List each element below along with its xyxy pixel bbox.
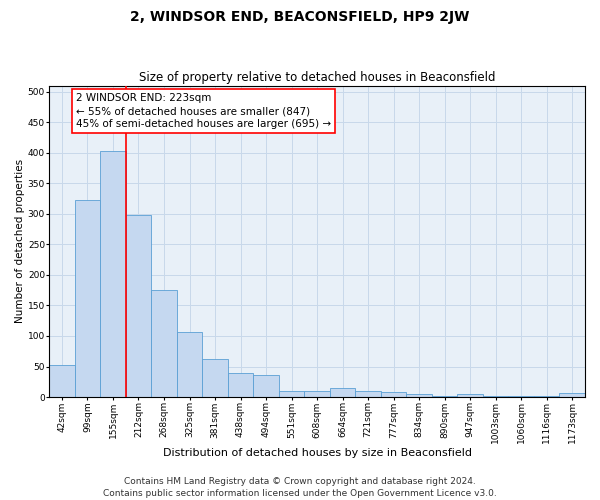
Bar <box>228 372 253 397</box>
Bar <box>279 391 304 397</box>
Bar <box>483 396 508 397</box>
Text: 2, WINDSOR END, BEACONSFIELD, HP9 2JW: 2, WINDSOR END, BEACONSFIELD, HP9 2JW <box>130 10 470 24</box>
Bar <box>304 391 330 397</box>
Bar <box>534 396 559 397</box>
Bar <box>406 394 432 397</box>
Bar <box>432 396 457 397</box>
Bar <box>253 375 279 397</box>
Text: Contains HM Land Registry data © Crown copyright and database right 2024.
Contai: Contains HM Land Registry data © Crown c… <box>103 476 497 498</box>
Bar <box>559 394 585 397</box>
Bar <box>330 388 355 397</box>
Bar <box>75 200 100 397</box>
Bar <box>355 391 381 397</box>
Bar <box>457 394 483 397</box>
Y-axis label: Number of detached properties: Number of detached properties <box>15 160 25 324</box>
Bar <box>100 151 126 397</box>
Bar <box>177 332 202 397</box>
Bar <box>381 392 406 397</box>
Bar <box>508 396 534 397</box>
Bar <box>49 366 75 397</box>
Title: Size of property relative to detached houses in Beaconsfield: Size of property relative to detached ho… <box>139 72 496 85</box>
Bar <box>151 290 177 397</box>
Bar <box>126 215 151 397</box>
Bar <box>202 359 228 397</box>
Text: 2 WINDSOR END: 223sqm
← 55% of detached houses are smaller (847)
45% of semi-det: 2 WINDSOR END: 223sqm ← 55% of detached … <box>76 93 331 130</box>
X-axis label: Distribution of detached houses by size in Beaconsfield: Distribution of detached houses by size … <box>163 448 472 458</box>
